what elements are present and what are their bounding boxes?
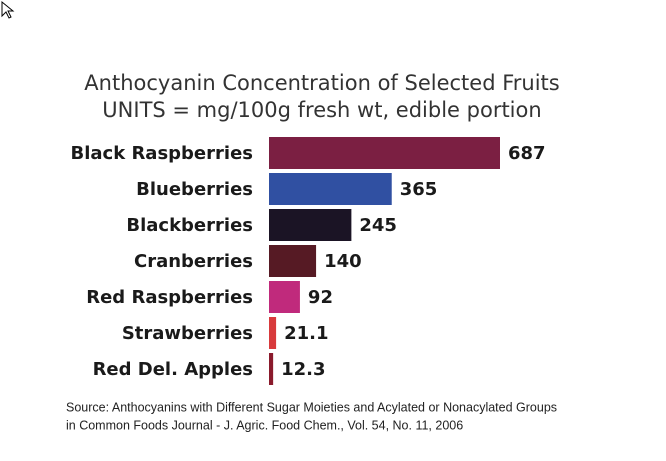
chart-subtitle: UNITS = mg/100g fresh wt, edible portion xyxy=(102,98,541,122)
category-label: Red Del. Apples xyxy=(93,359,253,380)
bar xyxy=(269,353,274,385)
bar xyxy=(269,317,277,349)
value-label: 12.3 xyxy=(281,359,325,380)
category-label: Blueberries xyxy=(136,179,253,200)
category-label: Cranberries xyxy=(134,251,253,272)
category-label: Black Raspberries xyxy=(71,143,254,164)
bar xyxy=(269,209,352,241)
bar xyxy=(269,281,300,313)
value-label: 687 xyxy=(508,143,546,164)
value-label: 245 xyxy=(359,215,397,236)
value-label: 365 xyxy=(400,179,438,200)
chart-title: Anthocyanin Concentration of Selected Fr… xyxy=(84,71,559,95)
category-label: Red Raspberries xyxy=(86,287,253,308)
category-label: Blackberries xyxy=(126,215,253,236)
value-label: 92 xyxy=(308,287,333,308)
value-label: 21.1 xyxy=(284,323,328,344)
source-note: in Common Foods Journal - J. Agric. Food… xyxy=(66,418,463,432)
bar xyxy=(269,173,392,205)
category-label: Strawberries xyxy=(122,323,253,344)
source-note: Source: Anthocyanins with Different Suga… xyxy=(66,400,557,414)
bar xyxy=(269,137,500,169)
bar xyxy=(269,245,317,277)
value-label: 140 xyxy=(324,251,362,272)
cursor xyxy=(1,0,15,19)
